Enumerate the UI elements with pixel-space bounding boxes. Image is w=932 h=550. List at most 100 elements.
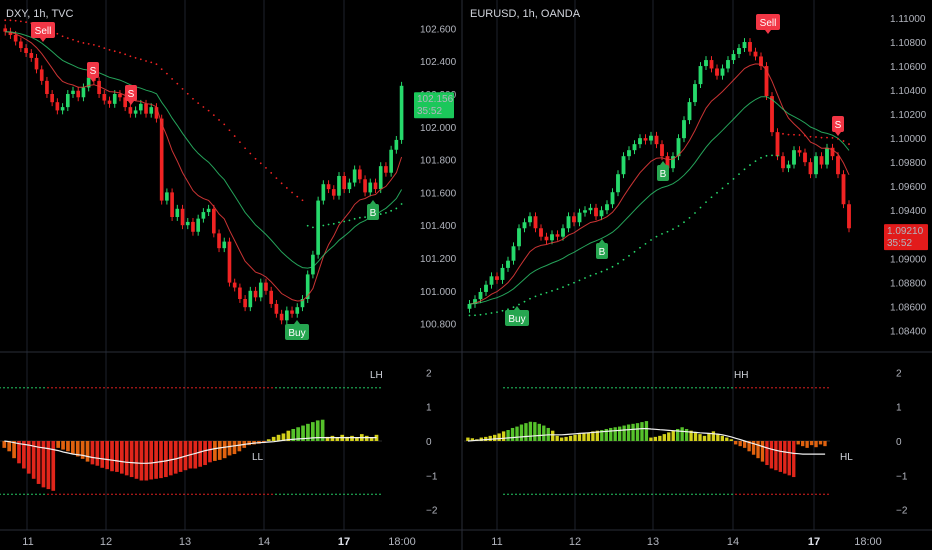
candle-body-1-2 (478, 291, 483, 300)
candle-body-0-12 (65, 94, 70, 108)
candle-body-1-64 (819, 156, 824, 165)
band-bot-dot (787, 493, 789, 496)
signal-label-1-2: Buy (508, 314, 525, 325)
signal-label-0-2: S (128, 89, 135, 100)
candle-body-0-69 (363, 179, 367, 193)
osc-bar-0-57 (281, 433, 286, 441)
time-tick-1-3: 14 (727, 536, 739, 548)
osc-bar-1-41 (649, 437, 653, 441)
band-bot-dot (135, 493, 137, 496)
signal-arrow-1-3 (599, 239, 605, 243)
band-bot-dot (807, 493, 809, 496)
trail-dot-1-18 (567, 283, 570, 286)
trail-dot-0-38 (202, 106, 205, 108)
band-top-dot (635, 386, 637, 389)
candle-body-0-35 (185, 221, 190, 226)
candle-body-0-36 (191, 221, 195, 232)
band-top-dot (771, 386, 773, 389)
osc-bar-0-12 (61, 441, 65, 450)
band-top-dot (563, 386, 565, 389)
osc-bar-1-65 (756, 441, 760, 459)
band-top-dot (695, 386, 697, 389)
band-top-dot (679, 386, 681, 389)
band-top-dot (283, 386, 285, 389)
signal-label-1-0: Sell (760, 18, 777, 29)
trail-dot-1-36 (666, 230, 669, 233)
band-top-dot (691, 386, 693, 389)
band-bot-dot (31, 493, 33, 496)
band-bot-dot (759, 493, 761, 496)
time-tick-0-2: 13 (179, 536, 191, 548)
trail-dots-0 (4, 19, 403, 229)
candle-body-0-58 (305, 274, 310, 299)
band-top-dot (819, 386, 821, 389)
candle-body-0-57 (300, 299, 305, 308)
band-bot-dot (79, 493, 81, 496)
osc-tick-1-1: 1 (896, 403, 902, 414)
osc-bar-1-8 (501, 431, 506, 441)
candle-body-0-8 (45, 80, 49, 94)
band-bot-dot (595, 493, 597, 496)
left-chart-title[interactable]: DXY, 1h, TVC (6, 8, 74, 20)
band-top-dot (767, 386, 769, 389)
trail-dot-0-67 (353, 217, 356, 220)
candle-body-1-18 (566, 216, 571, 229)
band-bot-dot (563, 493, 565, 496)
osc-bar-0-32 (159, 441, 163, 479)
trail-dot-0-36 (192, 97, 194, 100)
trail-dot-1-50 (743, 168, 746, 171)
band-bot-dot (315, 493, 317, 496)
osc-bar-0-26 (129, 441, 134, 478)
time-tick-1-0: 11 (491, 536, 502, 548)
band-bot-dot (643, 493, 645, 496)
signal-arrow-0-0 (40, 38, 46, 42)
candle-body-1-69 (847, 204, 851, 229)
osc-bar-1-34 (617, 426, 622, 441)
candle-body-1-22 (588, 207, 593, 211)
band-bot-dot (515, 493, 517, 496)
candle-body-0-0 (3, 28, 8, 32)
band-top-dot (351, 386, 353, 389)
osc-bar-1-12 (519, 424, 524, 441)
osc-signal-1 (467, 428, 826, 455)
osc-bar-1-62 (742, 441, 747, 448)
band-top-dot (207, 386, 209, 389)
osc-bar-1-52 (698, 434, 702, 441)
band-top-dot (799, 386, 801, 389)
osc-bar-1-53 (702, 435, 707, 441)
band-top-dot (567, 386, 569, 389)
osc-bar-1-23 (568, 435, 573, 441)
band-top-dot (163, 386, 165, 389)
band-bot-dot (615, 493, 617, 496)
osc-bar-1-80 (823, 441, 827, 447)
candle-body-0-61 (321, 184, 326, 201)
osc-bar-1-59 (729, 439, 733, 441)
price-tick-1-6: 1.09800 (890, 158, 927, 169)
band-bot-dot (259, 493, 261, 496)
trail-dot-1-34 (655, 235, 658, 238)
band-bot-dot (547, 493, 549, 496)
osc-bar-1-1 (470, 438, 475, 441)
band-top-dot (335, 386, 337, 389)
countdown-1: 35:52 (887, 238, 912, 249)
band-bot-dot (583, 493, 585, 496)
osc-bar-1-63 (747, 441, 751, 452)
candle-body-1-23 (594, 207, 598, 217)
band-top-dot (171, 386, 173, 389)
osc-bar-0-61 (301, 425, 305, 441)
right-chart-title[interactable]: EURUSD, 1h, OANDA (470, 8, 581, 20)
band-top-dot (295, 386, 297, 389)
band-top-dot (87, 386, 89, 389)
osc-tick-1-2: 0 (896, 437, 902, 448)
band-top-dot (15, 386, 17, 389)
osc-bar-1-24 (573, 434, 577, 441)
osc-bar-1-46 (671, 430, 675, 441)
band-bot-dot (327, 493, 329, 496)
band-bot-dot (331, 493, 333, 496)
band-bot-dot (527, 493, 529, 496)
band-bot-dot (299, 493, 301, 496)
band-top-dot (95, 386, 97, 389)
band-top-dot (743, 386, 745, 389)
band-top-dot (123, 386, 125, 389)
